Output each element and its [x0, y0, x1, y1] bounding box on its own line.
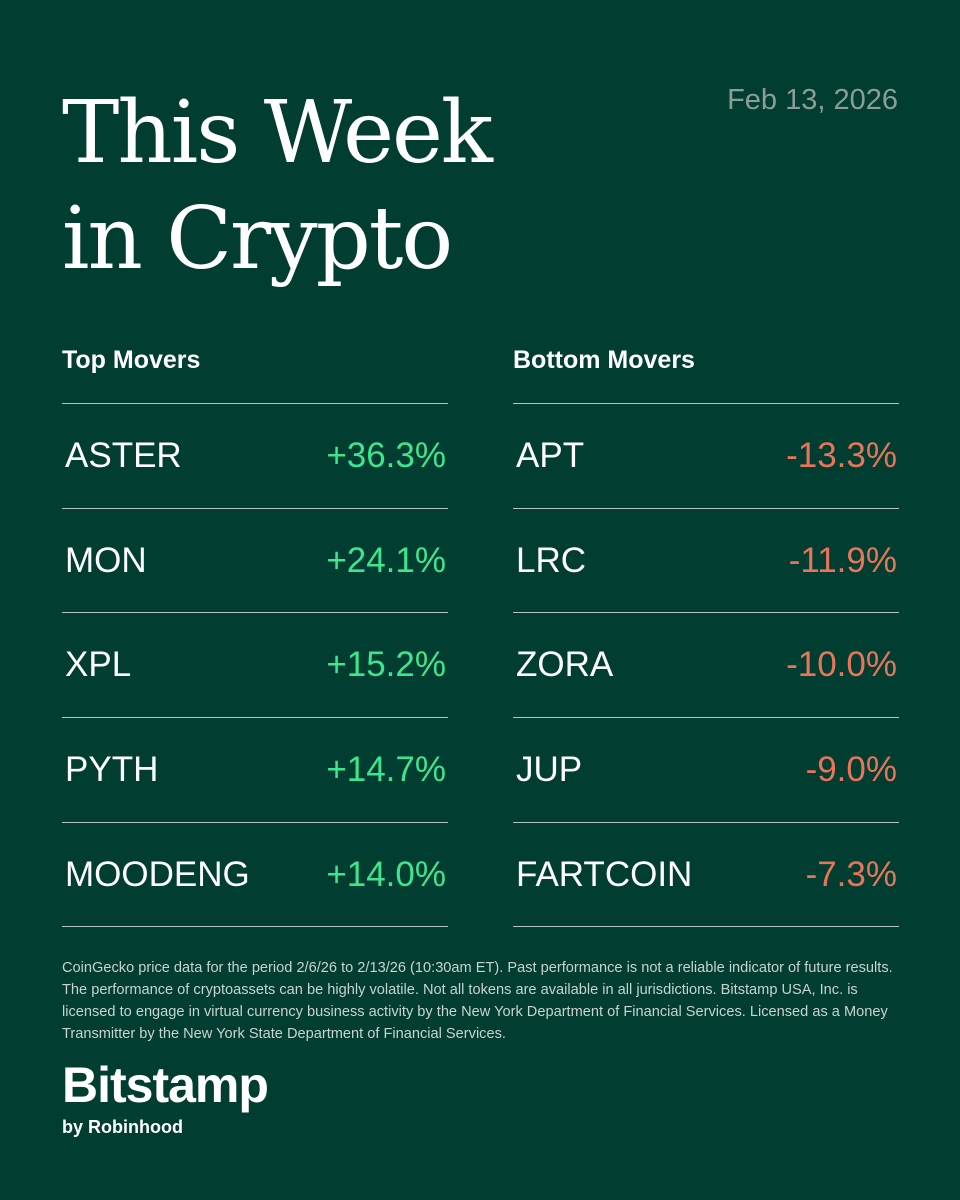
- title-line-2: in Crypto: [62, 189, 453, 289]
- price-change: +24.1%: [326, 540, 446, 580]
- ticker-symbol: FARTCOIN: [516, 854, 693, 894]
- table-row: ZORA -10.0%: [513, 613, 899, 719]
- bottom-movers-section: Bottom Movers APT -13.3% LRC -11.9% ZORA…: [513, 340, 899, 928]
- disclaimer-text: CoinGecko price data for the period 2/6/…: [62, 960, 893, 1042]
- price-change: +14.7%: [326, 749, 446, 789]
- ticker-symbol: MON: [65, 540, 147, 580]
- table-row: LRC -11.9%: [513, 509, 899, 614]
- title-line-1: This Week: [62, 83, 493, 183]
- table-row: APT -13.3%: [513, 404, 899, 509]
- table-row: MON +24.1%: [62, 509, 448, 614]
- ticker-symbol: XPL: [65, 645, 132, 685]
- ticker-symbol: MOODENG: [65, 854, 250, 894]
- price-change: +36.3%: [326, 435, 446, 475]
- page-title: This Week in Crypto: [62, 80, 682, 292]
- brand-name: Bitstamp: [62, 1057, 269, 1113]
- ticker-symbol: ZORA: [516, 645, 614, 685]
- table-row: MOODENG +14.0%: [62, 823, 448, 928]
- price-change: +15.2%: [326, 645, 446, 685]
- ticker-symbol: PYTH: [65, 749, 159, 789]
- ticker-symbol: JUP: [516, 749, 583, 789]
- bottom-movers-heading: Bottom Movers: [513, 340, 899, 404]
- table-row: PYTH +14.7%: [62, 718, 448, 823]
- table-row: ASTER +36.3%: [62, 404, 448, 509]
- ticker-symbol: LRC: [516, 540, 587, 580]
- price-change: +14.0%: [326, 854, 446, 894]
- table-row: JUP -9.0%: [513, 718, 899, 823]
- price-change: -11.9%: [788, 540, 897, 580]
- price-change: -13.3%: [786, 435, 897, 475]
- date-label: Feb 13, 2026: [727, 84, 898, 116]
- ticker-symbol: ASTER: [65, 435, 182, 475]
- brand-tagline: by Robinhood: [62, 1117, 183, 1137]
- top-movers-heading: Top Movers: [62, 340, 448, 404]
- price-change: -9.0%: [805, 749, 897, 789]
- table-row: XPL +15.2%: [62, 613, 448, 719]
- table-row: FARTCOIN -7.3%: [513, 823, 899, 928]
- price-change: -10.0%: [786, 645, 897, 685]
- price-change: -7.3%: [805, 854, 897, 894]
- bitstamp-logo: Bitstamp by Robinhood: [62, 1055, 269, 1139]
- top-movers-section: Top Movers ASTER +36.3% MON +24.1% XPL +…: [62, 340, 448, 928]
- ticker-symbol: APT: [516, 435, 585, 475]
